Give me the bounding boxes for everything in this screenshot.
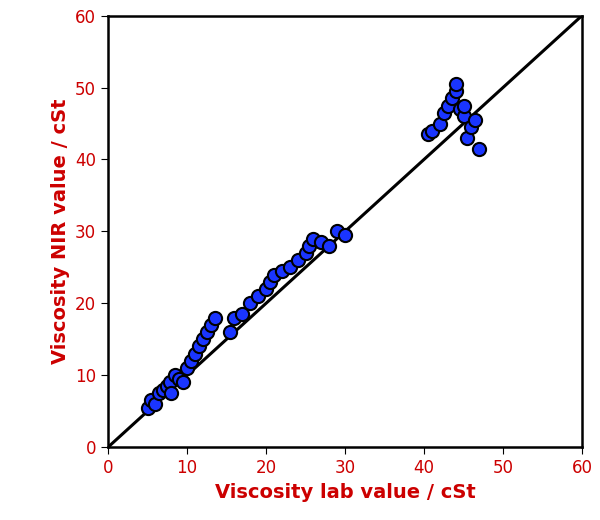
- Point: [178, 378, 188, 386]
- X-axis label: Viscosity lab value / cSt: Viscosity lab value / cSt: [215, 483, 475, 502]
- Point: [238, 310, 247, 318]
- Point: [423, 130, 433, 138]
- Point: [332, 227, 342, 236]
- Point: [186, 357, 196, 365]
- Point: [301, 249, 310, 257]
- Y-axis label: Viscosity NIR value / cSt: Viscosity NIR value / cSt: [50, 99, 70, 364]
- Point: [459, 112, 469, 121]
- Point: [163, 382, 172, 390]
- Point: [293, 256, 302, 264]
- Point: [451, 80, 460, 88]
- Point: [443, 101, 452, 110]
- Point: [308, 235, 318, 243]
- Point: [151, 400, 160, 408]
- Point: [226, 328, 235, 336]
- Point: [253, 292, 263, 301]
- Point: [190, 349, 200, 358]
- Point: [463, 134, 472, 142]
- Point: [230, 314, 239, 322]
- Point: [261, 285, 271, 293]
- Point: [170, 371, 180, 380]
- Point: [166, 389, 176, 397]
- Point: [459, 101, 469, 110]
- Point: [206, 321, 215, 329]
- Point: [182, 364, 192, 372]
- Point: [325, 242, 334, 250]
- Point: [202, 328, 212, 336]
- Point: [265, 278, 275, 286]
- Point: [146, 396, 156, 405]
- Point: [470, 116, 480, 124]
- Point: [427, 126, 437, 135]
- Point: [305, 242, 314, 250]
- Point: [269, 270, 278, 279]
- Point: [447, 94, 457, 102]
- Point: [158, 385, 168, 394]
- Point: [194, 342, 203, 350]
- Point: [455, 105, 464, 113]
- Point: [165, 378, 175, 386]
- Point: [317, 238, 326, 246]
- Point: [277, 267, 287, 275]
- Point: [155, 389, 164, 397]
- Point: [143, 404, 152, 412]
- Point: [451, 87, 460, 95]
- Point: [439, 109, 449, 117]
- Point: [174, 375, 184, 383]
- Point: [435, 119, 445, 127]
- Point: [467, 123, 476, 131]
- Point: [340, 231, 350, 239]
- Point: [198, 335, 208, 344]
- Point: [475, 145, 484, 153]
- Point: [210, 314, 220, 322]
- Point: [285, 263, 295, 271]
- Point: [245, 299, 255, 307]
